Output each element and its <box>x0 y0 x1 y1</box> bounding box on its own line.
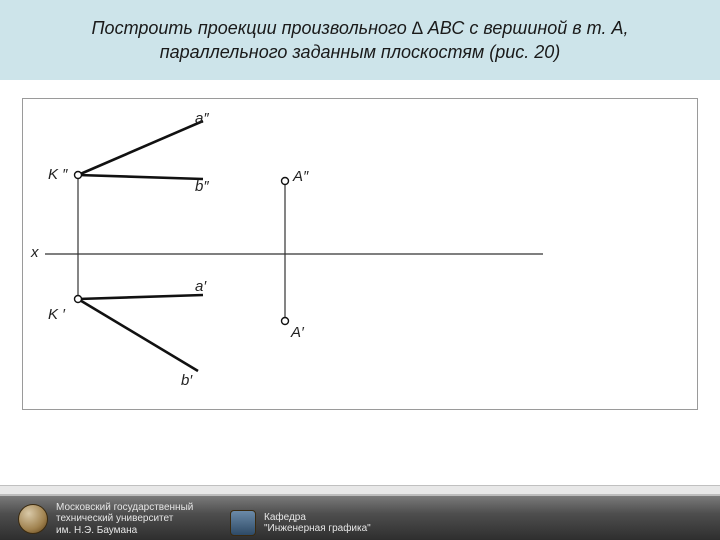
label-b1: b′ <box>181 372 193 389</box>
line-a1 <box>78 295 203 299</box>
task-line1: Построить проекции произвольного ∆ АВС с… <box>92 18 629 38</box>
org1-text: Московский государственный технический у… <box>56 502 193 537</box>
label-A1: A′ <box>290 324 305 341</box>
line-a2 <box>78 121 203 175</box>
diagram-frame: x a″ b″ a′ b′ K ″ K ′ A″ A′ <box>22 98 698 410</box>
bmstu-emblem-icon <box>18 504 48 534</box>
point-K1 <box>75 296 82 303</box>
label-b2: b″ <box>195 178 209 195</box>
org-block-dept: Кафедра "Инженерная графика" <box>230 510 371 536</box>
line-b1 <box>78 299 198 371</box>
label-a2: a″ <box>195 110 209 127</box>
slide-header: Построить проекции произвольного ∆ АВС с… <box>0 0 720 80</box>
x-axis-label: x <box>30 244 39 261</box>
label-a1: a′ <box>195 278 207 295</box>
slide-footer: Московский государственный технический у… <box>0 484 720 540</box>
point-A1 <box>282 318 289 325</box>
org2-text: Кафедра "Инженерная графика" <box>264 512 371 535</box>
point-A2 <box>282 178 289 185</box>
org1-line2: технический университет <box>56 513 193 525</box>
diagram-svg: x a″ b″ a′ b′ K ″ K ′ A″ A′ <box>23 99 699 409</box>
label-K1: K ′ <box>48 306 66 323</box>
org1-line1: Московский государственный <box>56 502 193 514</box>
point-K2 <box>75 172 82 179</box>
task-text: Построить проекции произвольного ∆ АВС с… <box>92 16 629 65</box>
org2-line2: "Инженерная графика" <box>264 523 371 535</box>
org2-line1: Кафедра <box>264 512 371 524</box>
line-b2 <box>78 175 203 179</box>
org1-line3: им. Н.Э. Баумана <box>56 525 193 537</box>
label-A2: A″ <box>292 168 309 185</box>
label-K2: K ″ <box>48 166 68 183</box>
org-block-bmstu: Московский государственный технический у… <box>18 502 193 537</box>
dept-emblem-icon <box>230 510 256 536</box>
task-line2: параллельного заданным плоскостям (рис. … <box>160 42 561 62</box>
